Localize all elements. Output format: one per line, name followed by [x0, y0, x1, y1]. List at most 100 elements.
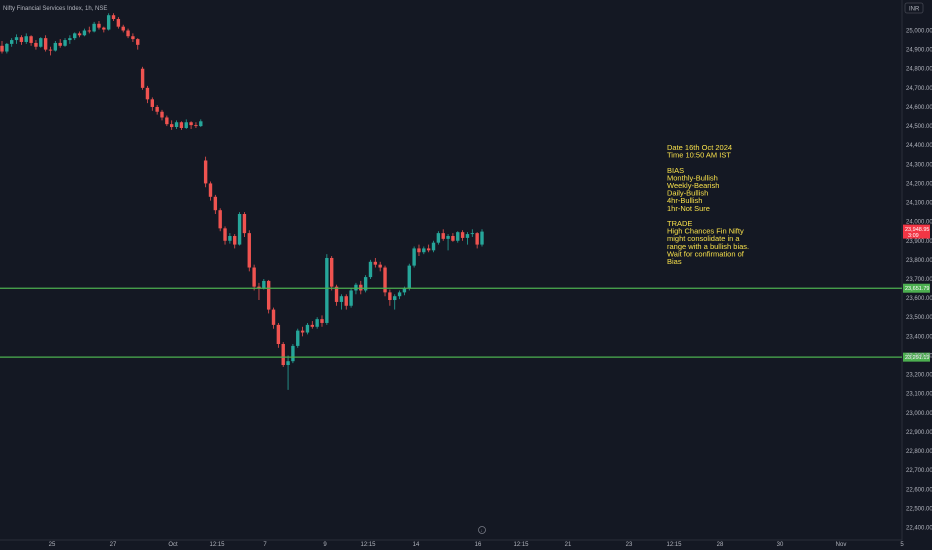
price-tick-label: 23,700.00	[906, 277, 932, 283]
candle	[126, 28, 130, 39]
time-tick-label: 23	[626, 542, 633, 548]
currency-button[interactable]: INR	[904, 2, 924, 14]
candle	[155, 105, 159, 115]
candle	[426, 244, 431, 253]
goto-realtime-button[interactable]: ↓	[478, 526, 486, 535]
candle	[199, 119, 203, 128]
candle	[179, 121, 184, 130]
annotation-line: BIAS	[667, 166, 684, 175]
candle	[92, 21, 96, 33]
candle	[10, 38, 14, 47]
candle	[77, 31, 82, 38]
support-price-label: 23,291.19	[905, 355, 929, 361]
candle	[456, 231, 460, 243]
price-axis[interactable]: 25,000.00 24,900.00 24,800.00 24,700.00 24,6…	[906, 29, 932, 532]
annotation-line: Daily-Bullish	[667, 189, 708, 198]
time-tick-label: 25	[49, 542, 56, 548]
price-tick-label: 24,500.00	[906, 124, 932, 130]
price-tick-label: 23,600.00	[906, 296, 932, 302]
candle	[194, 122, 198, 128]
candle	[145, 85, 150, 104]
candle	[393, 294, 397, 310]
candle	[5, 42, 9, 54]
candle	[300, 326, 305, 337]
candle	[330, 256, 334, 291]
annotation-line: might consolidate in a	[667, 234, 740, 243]
price-tick-label: 23,500.00	[906, 315, 932, 321]
candle	[480, 229, 484, 247]
candle	[451, 233, 455, 242]
price-tick-label: 23,300.00	[906, 353, 932, 359]
price-tick-label: 22,500.00	[906, 506, 932, 512]
time-tick-label: 5	[900, 542, 904, 548]
candle	[286, 355, 290, 390]
price-tick-label: 23,800.00	[906, 258, 932, 264]
candle	[68, 35, 72, 44]
annotation-line: Monthly-Bullish	[667, 173, 718, 182]
time-tick-label: 12:15	[360, 542, 376, 548]
candle	[291, 343, 295, 364]
price-tick-label: 23,200.00	[906, 373, 932, 379]
support-price-tag	[903, 283, 930, 293]
price-tick-label: 23,100.00	[906, 392, 932, 398]
current-price-countdown: 3:09	[908, 233, 919, 239]
time-tick-label: Nov	[836, 542, 847, 548]
candle	[233, 234, 237, 249]
candle	[397, 290, 402, 300]
candle	[310, 321, 314, 329]
price-tick-label: 24,100.00	[906, 201, 932, 207]
candle	[315, 317, 319, 329]
candle	[422, 246, 426, 255]
price-tick-label: 22,400.00	[906, 526, 932, 532]
candle	[431, 240, 436, 253]
candle	[48, 46, 53, 56]
time-axis[interactable]: 25 27 Oct 12:15 7 9 12:15 14 16 12:15 21 23 12:15 28 3…	[49, 542, 905, 548]
candle	[203, 156, 208, 188]
candle	[388, 289, 392, 306]
time-tick-label: 27	[110, 542, 117, 548]
price-tick-label: 23,400.00	[906, 334, 932, 340]
realtime-icon: ↓	[480, 528, 483, 534]
candle	[63, 38, 67, 47]
candle	[189, 121, 193, 129]
price-tick-label: 24,200.00	[906, 181, 932, 187]
candle	[320, 315, 324, 327]
candle	[0, 41, 4, 54]
price-tick-label: 23,000.00	[906, 411, 932, 417]
candle	[165, 115, 169, 127]
annotation-line: Weekly-Bearish	[667, 181, 719, 190]
annotation-line: Wait for confirmation of	[667, 249, 745, 258]
candle	[276, 322, 281, 348]
candle	[252, 264, 256, 291]
candle	[242, 212, 247, 237]
candle	[266, 279, 271, 314]
price-tick-label: 24,000.00	[906, 220, 932, 226]
candle	[247, 230, 251, 272]
time-tick-label: 16	[475, 542, 482, 548]
annotation-line: Time 10:50 AM IST	[667, 151, 731, 160]
price-tick-label: 24,900.00	[906, 48, 932, 54]
candle	[29, 35, 33, 46]
candle	[363, 275, 368, 293]
time-tick-label: 9	[323, 542, 327, 548]
candle	[305, 322, 310, 335]
candle	[441, 229, 445, 241]
candle	[339, 294, 344, 310]
time-tick-label: 30	[777, 542, 784, 548]
price-tick-label: 22,800.00	[906, 449, 932, 455]
candle	[87, 26, 91, 34]
candle	[136, 38, 140, 50]
currency-label: INR	[909, 7, 920, 13]
candle	[73, 32, 77, 41]
candle	[460, 230, 465, 241]
price-tick-label: 24,300.00	[906, 162, 932, 168]
candle	[14, 34, 19, 44]
current-price-label: 23,948.95	[905, 227, 929, 233]
candle	[368, 259, 373, 279]
candle	[97, 20, 101, 30]
time-tick-label: 12:15	[209, 542, 225, 548]
candle	[436, 231, 441, 245]
